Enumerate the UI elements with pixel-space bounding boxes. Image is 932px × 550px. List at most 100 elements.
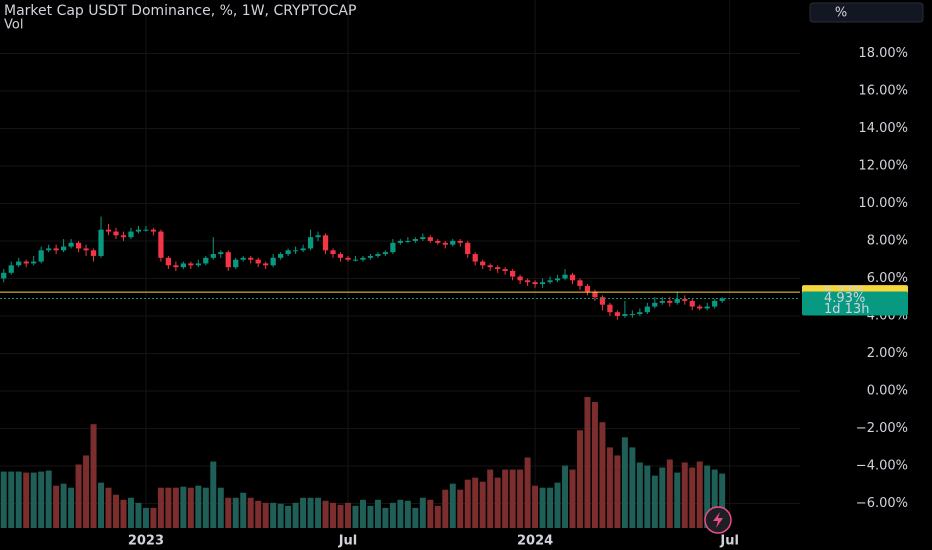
volume-bar (449, 483, 456, 528)
flash-glyph[interactable] (713, 512, 723, 528)
volume-bar (344, 502, 351, 528)
candle-body (622, 314, 628, 316)
candle-body (143, 229, 149, 231)
x-tick-label: 2023 (128, 534, 164, 549)
price-label-box (802, 291, 908, 316)
volume-bar (666, 459, 673, 528)
volume-bar (210, 461, 217, 528)
volume-bar (651, 475, 658, 528)
candle-body (629, 314, 635, 316)
candle-body (689, 300, 695, 307)
candle-body (195, 263, 201, 266)
axes: 18.00% 16.00% 14.00% 12.00% 10.00% 8.00% 6.00%… (128, 46, 908, 549)
volume-bar (591, 402, 598, 528)
candle-body (442, 242, 448, 245)
candle-body (637, 312, 643, 315)
scale-button[interactable]: % (809, 2, 924, 23)
volume-bar (38, 471, 45, 528)
volume-bar (157, 487, 164, 528)
y-tick-label: −4.00% (856, 458, 908, 473)
candle-body (165, 257, 172, 266)
volume-bar (180, 486, 187, 528)
candle-body (457, 240, 463, 243)
volume-bar (606, 447, 613, 528)
volume-bar (113, 494, 119, 528)
volume-bar (187, 487, 194, 528)
volume-bar (60, 483, 67, 528)
volume-bar (584, 397, 591, 528)
candle-body (278, 254, 284, 258)
scale-button-box[interactable] (809, 2, 924, 23)
candle-body (315, 235, 321, 238)
volume-bar (494, 477, 501, 528)
candle-body (120, 235, 127, 238)
volume-bar (374, 499, 381, 528)
volume-bar (217, 487, 224, 528)
volume-bar (45, 470, 52, 528)
y-tick-label: 6.00% (867, 271, 908, 286)
volume-bar (315, 497, 322, 528)
candle-body (46, 248, 52, 251)
scale-button-label[interactable]: % (835, 6, 847, 21)
volume-bar (83, 455, 90, 528)
candle-body (584, 285, 591, 292)
volume-bar (404, 500, 411, 528)
volume-bar (240, 492, 247, 528)
x-tick-label: Jul (338, 534, 358, 549)
volume-bar (8, 471, 15, 528)
volume-bar (30, 472, 37, 528)
candle-body (472, 254, 478, 262)
candle-body (337, 254, 344, 258)
volume-bar (569, 469, 576, 528)
volume-bar (397, 499, 404, 528)
flash-icon[interactable] (704, 506, 732, 534)
candle-body (577, 280, 583, 286)
candle-body (712, 300, 718, 307)
volume-bar (517, 469, 524, 528)
candle-body (644, 306, 650, 313)
candle-body (158, 231, 164, 258)
volume-bar (636, 462, 643, 528)
volume-bar (165, 487, 172, 528)
x-tick-label: Jul (719, 534, 739, 549)
volume-bar (172, 487, 179, 528)
candle-body (128, 231, 134, 238)
candle-body (75, 242, 82, 249)
candle-body (322, 235, 329, 251)
candle-body (614, 312, 621, 316)
volume-pane (0, 397, 726, 528)
candle-body (420, 237, 426, 240)
volume-bar (554, 482, 561, 528)
volume-bar (719, 473, 726, 528)
candle-body (652, 302, 658, 307)
volume-bar (674, 472, 681, 528)
candle-body (225, 252, 231, 268)
candles (1, 216, 725, 320)
candle-body (307, 237, 314, 249)
candle-body (16, 261, 22, 266)
volume-bar (696, 461, 703, 528)
volume-bar (322, 500, 329, 528)
price-lines (0, 291, 800, 299)
candle-body (188, 263, 194, 266)
candle-body (450, 240, 456, 245)
volume-bar (300, 497, 307, 528)
candle-body (23, 261, 29, 264)
volume-bar (599, 422, 606, 528)
y-tick-label: 16.00% (858, 83, 908, 98)
candle-body (330, 250, 336, 255)
candle-body (300, 248, 306, 251)
y-tick-label: 12.00% (858, 158, 908, 173)
candle-body (487, 265, 493, 268)
volume-bar (232, 497, 239, 528)
volume-bar (389, 502, 396, 528)
candle-body (53, 248, 59, 251)
candle-body (210, 254, 216, 258)
volume-bar (135, 502, 142, 528)
candle-body (360, 257, 366, 260)
volume-bar (532, 485, 539, 528)
volume-bar (0, 471, 7, 528)
candle-body (517, 276, 523, 281)
volume-bar (681, 462, 688, 528)
volume-bar (285, 505, 292, 528)
